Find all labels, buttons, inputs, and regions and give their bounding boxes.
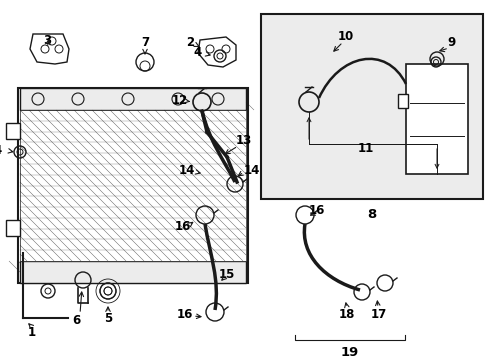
Bar: [261, 14, 482, 199]
Text: 19: 19: [340, 346, 358, 360]
Text: 7: 7: [141, 36, 149, 49]
Text: 12: 12: [171, 94, 188, 107]
Text: 13: 13: [235, 134, 252, 147]
Text: 15: 15: [218, 269, 235, 282]
Text: 16: 16: [308, 203, 325, 216]
Bar: [6, 220, 20, 237]
Bar: [397, 94, 407, 108]
Bar: [18, 88, 247, 283]
Text: 14: 14: [244, 163, 260, 176]
Text: 10: 10: [337, 30, 353, 42]
Text: 1: 1: [28, 327, 36, 339]
Text: 16: 16: [177, 309, 193, 321]
Text: 9: 9: [446, 36, 454, 49]
Text: 11: 11: [357, 143, 373, 156]
Text: 17: 17: [370, 309, 386, 321]
Text: 6: 6: [72, 314, 80, 327]
Text: 4: 4: [0, 144, 2, 157]
Text: 5: 5: [103, 312, 112, 325]
Bar: [405, 64, 467, 174]
Text: 3: 3: [43, 33, 51, 46]
Bar: [20, 110, 245, 261]
Text: 16: 16: [174, 220, 191, 234]
Text: 18: 18: [338, 309, 354, 321]
Text: 8: 8: [366, 208, 376, 221]
Bar: [6, 123, 20, 139]
Text: 14: 14: [179, 163, 195, 176]
Text: 2: 2: [185, 36, 194, 49]
Text: 4: 4: [193, 45, 202, 58]
Bar: [20, 261, 245, 283]
Bar: [20, 88, 245, 110]
